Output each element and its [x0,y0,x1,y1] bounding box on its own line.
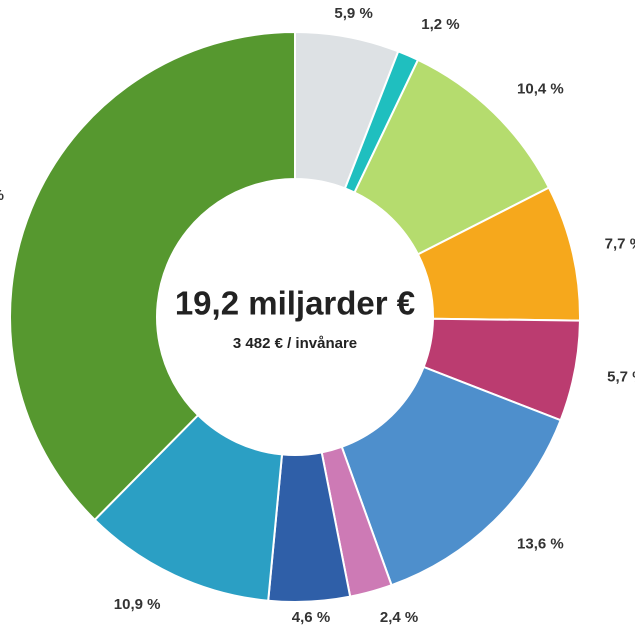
value-label: 7,7 % [605,236,635,253]
slice [340,365,562,587]
value-label: 4,6 % [292,609,330,626]
value-label: 5,9 % [334,5,372,22]
value-label: 13,6 % [517,536,564,553]
value-label: 10,4 % [517,80,564,97]
slice [9,30,296,522]
value-label: 5,7 % [607,369,635,386]
value-label: 1,2 % [421,16,459,33]
value-label: 10,9 % [114,596,161,613]
center-title: 19,2 miljarder € [175,285,415,322]
center-subtitle: 3 482 € / invånare [233,335,357,352]
value-label: 37,6 % [0,187,4,204]
value-label: 2,4 % [380,609,418,626]
